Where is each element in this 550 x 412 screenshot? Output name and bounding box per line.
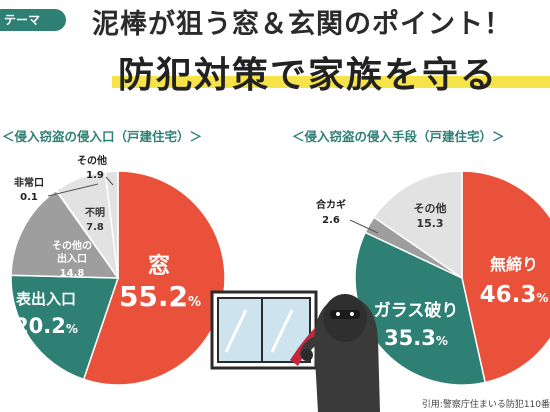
pie0-value-2: 14.8: [60, 268, 85, 279]
pie0-label-3: 非常口: [14, 176, 44, 189]
pie1-label-3: その他: [414, 201, 447, 215]
pie0-leader-3: [47, 183, 99, 197]
pie1-value-0: 46.3%: [480, 282, 549, 308]
pie1-label-2: 合カギ: [315, 198, 346, 211]
pie0-label-4: 不明: [85, 207, 105, 219]
pie0-slice-5: [104, 170, 119, 279]
pie0-value-0: 55.2%: [119, 280, 201, 313]
pie0-label-2b: 出入口: [57, 252, 87, 265]
pie0-slice-1: [10, 274, 120, 381]
pie0-value-1: 20.2%: [14, 314, 78, 338]
title-highlight: [112, 76, 550, 88]
chart-title-entry-method: ＜侵入窃盗の侵入手段（戸建住宅）＞: [292, 129, 505, 144]
pie0-slice-2: [10, 189, 120, 279]
pie0-label-0: 窓: [148, 253, 170, 279]
pie0-leader-5: [105, 176, 114, 186]
pie-chart-entry-method: 無締り 46.3% ガラス破り 35.3% 合カギ 2.6 その他 15.3: [315, 170, 550, 386]
burglar-window-illustration: [210, 290, 380, 412]
pie0-value-5: 1.9: [86, 170, 104, 181]
pie1-slice-1: [354, 231, 487, 386]
pie0-value-3: 0.1: [20, 192, 38, 203]
pie1-slice-3: [372, 170, 463, 280]
pie1-leader-2: [349, 219, 379, 234]
pie1-value-3: 15.3: [416, 217, 443, 230]
pie1-value-2: 2.6: [322, 215, 340, 226]
pie0-label-1: 表出入口: [16, 290, 76, 308]
chart-title-entry-point: ＜侵入窃盗の侵入口（戸建住宅）＞: [2, 129, 203, 144]
pie0-label-2a: その他の: [52, 239, 92, 252]
source-citation: 引用:警察庁住まいる防犯110番: [421, 400, 550, 410]
pie0-value-4: 7.8: [86, 222, 104, 233]
pie1-label-1: ガラス破り: [374, 300, 459, 321]
pie0-label-5: その他: [77, 154, 107, 167]
theme-tag: テーマ: [0, 9, 66, 31]
page-subtitle: 防犯対策で家族を守る: [118, 55, 499, 96]
pie1-slice-0: [461, 170, 550, 384]
pie1-value-1: 35.3%: [384, 326, 448, 350]
pie1-label-0: 無締り: [490, 255, 538, 274]
page-title: 泥棒が狙う窓＆玄関のポイント！: [92, 9, 512, 40]
